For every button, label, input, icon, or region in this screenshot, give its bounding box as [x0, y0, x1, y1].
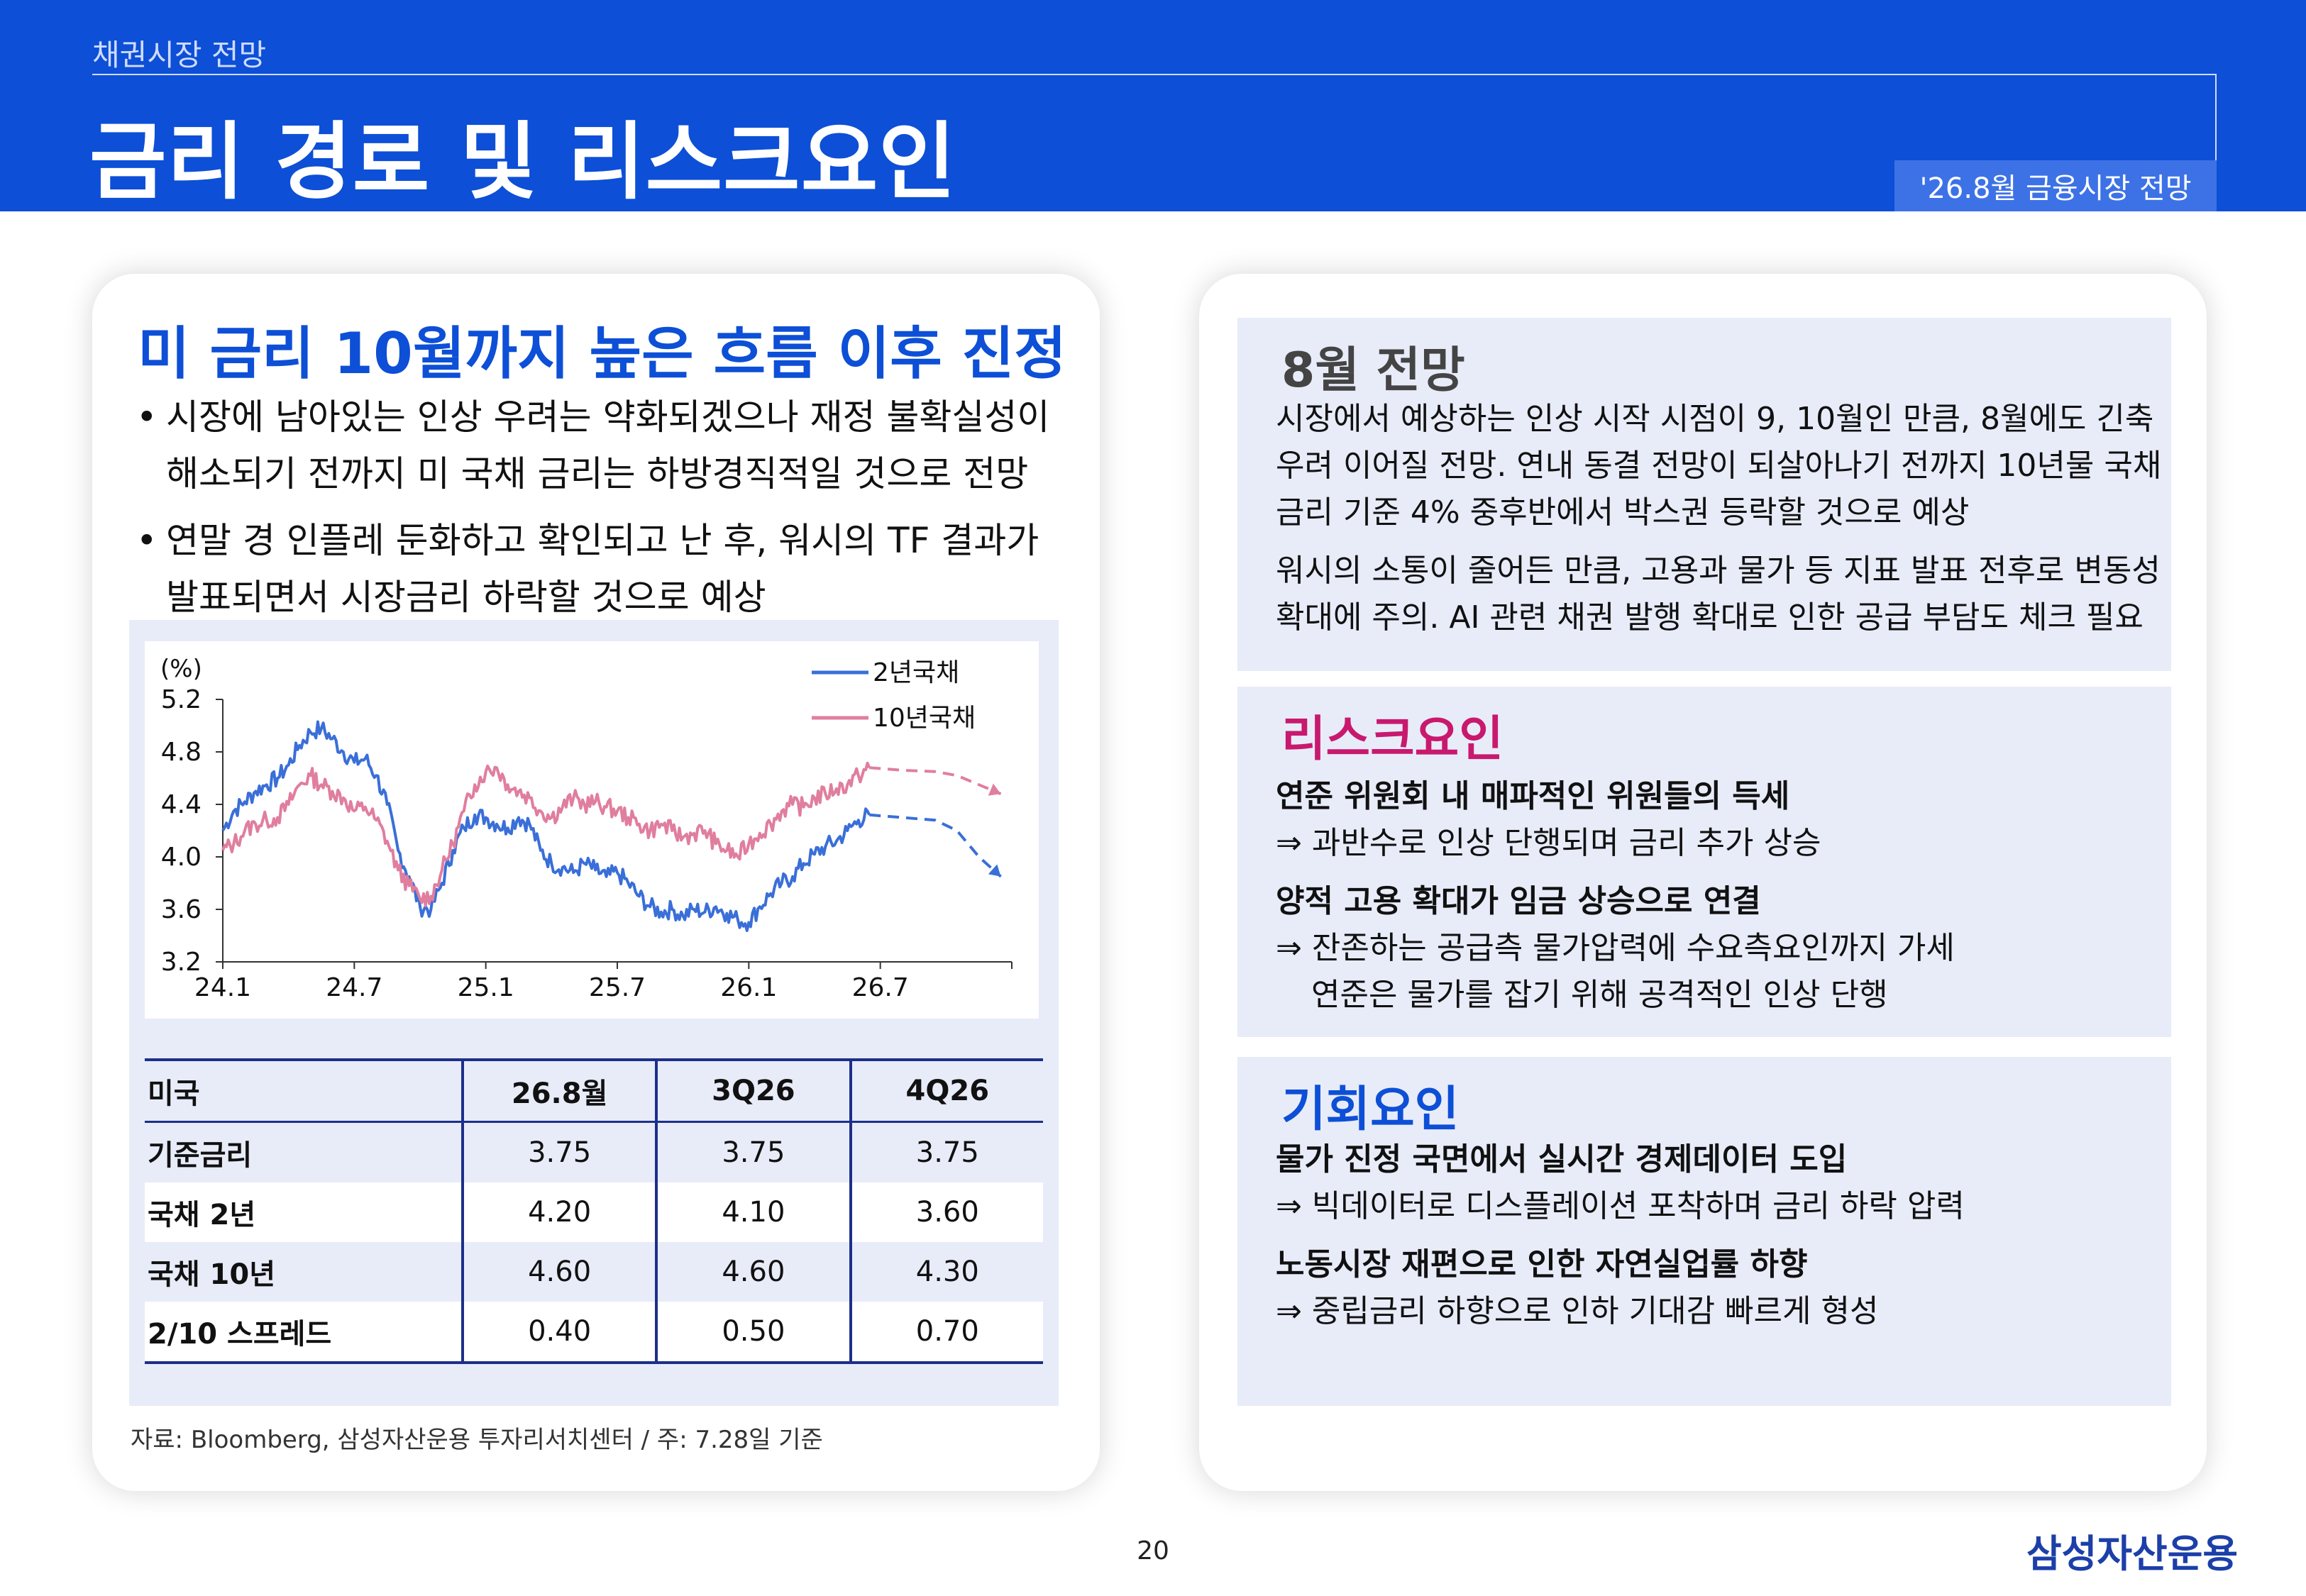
- outlook-title: 8월 전망: [1281, 343, 1465, 399]
- forecast-arrow-icon: [988, 783, 1001, 796]
- opportunity-line: ⇒ 중립금리 하향으로 인하 기대감 빠르게 형성: [1276, 1293, 1879, 1329]
- right-panel: 8월 전망 시장에서 예상하는 인상 시작 시점이 9, 10월인 만큼, 8월…: [1199, 274, 2207, 1491]
- legend-label: 10년국채: [873, 704, 976, 733]
- table-cell: 3.60: [849, 1182, 1043, 1242]
- risk-line: ⇒ 과반수로 인상 단행되며 금리 추가 상승: [1276, 825, 1821, 861]
- table-cell: 0.40: [461, 1302, 657, 1364]
- table-header-cell: 26.8월: [461, 1058, 657, 1123]
- bullet-dot: •: [136, 520, 158, 561]
- table-cell: 4.60: [461, 1242, 657, 1302]
- legend-label: 2년국채: [873, 658, 959, 687]
- table-header-row: 미국 26.8월 3Q26 4Q26: [145, 1058, 1043, 1123]
- table-cell: 0.50: [655, 1302, 851, 1364]
- x-tick-label: 24.1: [194, 973, 251, 1002]
- series-line-2y: [221, 720, 871, 932]
- table-cell: 3.75: [461, 1121, 657, 1182]
- bullet-1-line-2: 해소되기 전까지 미 국채 금리는 하방경직적일 것으로 전망: [166, 453, 1029, 494]
- header-divider: [92, 74, 2217, 75]
- x-tick-label: 26.7: [852, 973, 909, 1002]
- table-cell: 3.75: [655, 1121, 851, 1182]
- outlook-line: 우려 이어질 전망. 연내 동결 전망이 되살아나기 전까지 10년물 국채: [1276, 448, 2162, 484]
- y-tick-label: 5.2: [161, 685, 202, 714]
- opportunity-line: ⇒ 빅데이터로 디스플레이션 포착하며 금리 하락 압력: [1276, 1188, 1965, 1224]
- section-label: 채권시장 전망: [92, 38, 267, 72]
- y-tick-label: 3.6: [161, 895, 202, 924]
- table-row-label: 기준금리: [145, 1121, 463, 1182]
- risk-line: 연준은 물가를 잡기 위해 공격적인 인상 단행: [1311, 977, 1888, 1013]
- header-bar: 채권시장 전망 금리 경로 및 리스크요인 '26.8월 금융시장 전망: [0, 0, 2306, 211]
- forecast-line-10y: [869, 766, 1002, 796]
- risk-line: 양적 고용 확대가 임금 상승으로 연결: [1276, 883, 1761, 919]
- opportunity-title: 기회요인: [1281, 1082, 1460, 1138]
- risk-title: 리스크요인: [1281, 711, 1504, 767]
- forecast-table: 미국 26.8월 3Q26 4Q26 기준금리 3.75 3.75 3.75 국…: [145, 1058, 1043, 1364]
- risk-box: 리스크요인 연준 위원회 내 매파적인 위원들의 득세 ⇒ 과반수로 인상 단행…: [1237, 687, 2171, 1037]
- opportunity-line: 물가 진정 국면에서 실시간 경제데이터 도입: [1276, 1141, 1848, 1177]
- table-row: 국채 2년 4.20 4.10 3.60: [145, 1182, 1043, 1242]
- source-note: 자료: Bloomberg, 삼성자산운용 투자리서치센터 / 주: 7.28일…: [131, 1426, 823, 1454]
- table-cell: 3.75: [849, 1121, 1043, 1182]
- y-tick-label: 4.8: [161, 738, 202, 767]
- page-title: 금리 경로 및 리스크요인: [89, 113, 956, 211]
- table-cell: 0.70: [849, 1302, 1043, 1364]
- bullet-2-line-1: 연말 경 인플레 둔화하고 확인되고 난 후, 워시의 TF 결과가: [166, 520, 1039, 561]
- y-axis-label: (%): [160, 655, 202, 683]
- company-logo: 삼성자산운용: [2026, 1531, 2239, 1576]
- bullet-dot: •: [136, 397, 158, 438]
- bullet-2-line-2: 발표되면서 시장금리 하락할 것으로 예상: [166, 577, 766, 618]
- bullet-1-line-1: 시장에 남아있는 인상 우려는 약화되겠으나 재정 불확실성이: [166, 397, 1050, 438]
- table-cell: 4.20: [461, 1182, 657, 1242]
- y-tick-label: 3.2: [161, 948, 202, 977]
- opportunity-line: 노동시장 재편으로 인한 자연실업률 하향: [1276, 1246, 1808, 1282]
- risk-line: ⇒ 잔존하는 공급측 물가압력에 수요측요인까지 가세: [1276, 930, 1955, 966]
- table-header-cell: 미국: [145, 1058, 463, 1123]
- risk-line: 연준 위원회 내 매파적인 위원들의 득세: [1276, 778, 1790, 814]
- rate-chart: 5.2 4.8 4.4 4.0 3.6 3.2 (%) 24.1 24.7 25.1 25.7 26.…: [145, 641, 1039, 1019]
- outlook-line: 시장에서 예상하는 인상 시작 시점이 9, 10월인 만큼, 8월에도 긴축: [1276, 401, 2154, 437]
- forecast-line-2y: [869, 813, 1002, 878]
- opportunity-box: 기회요인 물가 진정 국면에서 실시간 경제데이터 도입 ⇒ 빅데이터로 디스플…: [1237, 1057, 2171, 1406]
- table-row-label: 2/10 스프레드: [145, 1302, 463, 1364]
- rate-chart-svg: 5.2 4.8 4.4 4.0 3.6 3.2 (%) 24.1 24.7 25.1 25.7 26.…: [160, 655, 1013, 1002]
- left-heading: 미 금리 10월까지 높은 흐름 이후 진정: [138, 321, 1066, 387]
- table-row: 2/10 스프레드 0.40 0.50 0.70: [145, 1302, 1043, 1364]
- chart-and-table-box: 5.2 4.8 4.4 4.0 3.6 3.2 (%) 24.1 24.7 25.1 25.7 26.…: [129, 620, 1059, 1406]
- outlook-line: 금리 기준 4% 중후반에서 박스권 등락할 것으로 예상: [1276, 494, 1970, 531]
- left-panel: 미 금리 10월까지 높은 흐름 이후 진정 • 시장에 남아있는 인상 우려는…: [92, 274, 1100, 1491]
- table-row: 기준금리 3.75 3.75 3.75: [145, 1121, 1043, 1182]
- header-divider-vertical: [2215, 74, 2217, 162]
- table-row: 국채 10년 4.60 4.60 4.30: [145, 1242, 1043, 1302]
- y-tick-label: 4.0: [161, 843, 202, 872]
- series-line-10y: [221, 761, 871, 907]
- table-cell: 4.60: [655, 1242, 851, 1302]
- report-badge: '26.8월 금융시장 전망: [1894, 160, 2217, 211]
- x-tick-label: 24.7: [326, 973, 382, 1002]
- table-row-label: 국채 2년: [145, 1182, 463, 1242]
- x-tick-label: 25.1: [458, 973, 514, 1002]
- x-tick-label: 26.1: [720, 973, 777, 1002]
- x-tick-label: 25.7: [589, 973, 646, 1002]
- forecast-arrow-icon: [988, 864, 1001, 877]
- outlook-line: 워시의 소통이 줄어든 만큼, 고용과 물가 등 지표 발표 전후로 변동성: [1276, 553, 2161, 589]
- table-row-label: 국채 10년: [145, 1242, 463, 1302]
- table-cell: 4.10: [655, 1182, 851, 1242]
- table-cell: 4.30: [849, 1242, 1043, 1302]
- outlook-box: 8월 전망 시장에서 예상하는 인상 시작 시점이 9, 10월인 만큼, 8월…: [1237, 318, 2171, 671]
- outlook-line: 확대에 주의. AI 관련 채권 발행 확대로 인한 공급 부담도 체크 필요: [1276, 599, 2144, 636]
- page-number: 20: [1137, 1536, 1169, 1565]
- table-header-cell: 3Q26: [655, 1058, 851, 1123]
- y-tick-label: 4.4: [161, 790, 202, 819]
- table-header-cell: 4Q26: [849, 1058, 1043, 1123]
